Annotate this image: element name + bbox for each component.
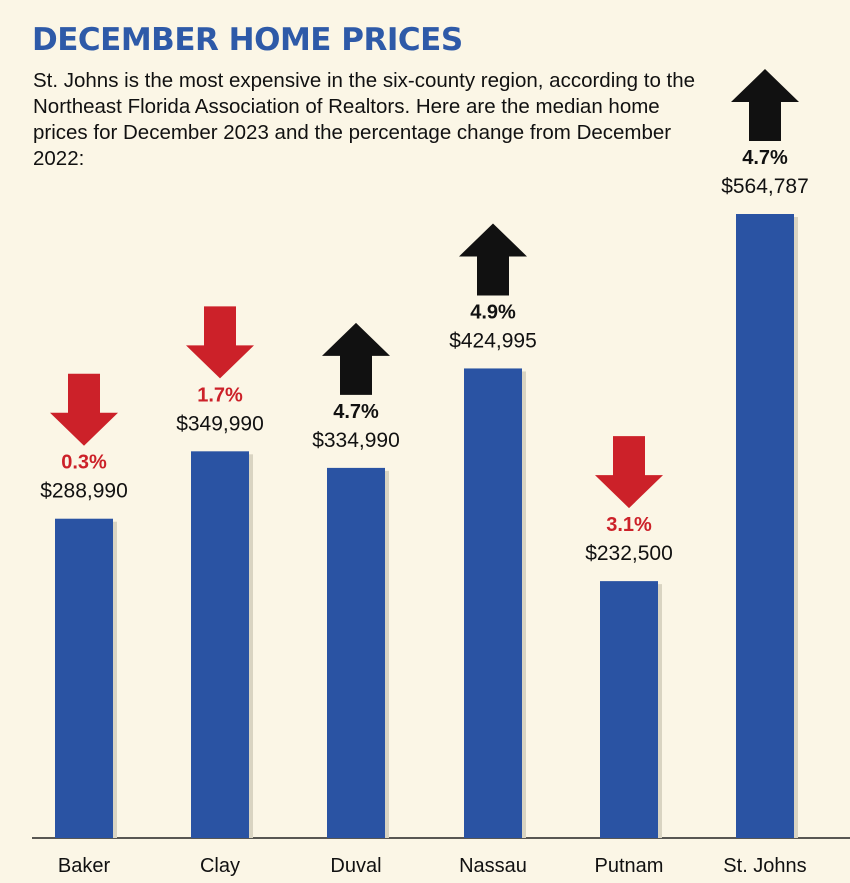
value-label-duval: $334,990 <box>312 429 400 452</box>
chart-subtitle: St. Johns is the most expensive in the s… <box>33 69 696 170</box>
arrow-up-icon-duval <box>322 322 390 395</box>
arrow-up-icon-st-johns <box>731 69 799 141</box>
change-label-st-johns: 4.7% <box>742 147 788 169</box>
category-label-putnam: Putnam <box>595 855 664 877</box>
bar-duval <box>327 467 385 838</box>
category-label-st-johns: St. Johns <box>723 855 806 877</box>
change-label-baker: 0.3% <box>61 452 107 474</box>
category-label-duval: Duval <box>330 855 381 877</box>
arrow-down-icon-clay <box>186 306 254 379</box>
bar-st-johns <box>736 214 794 838</box>
value-label-baker: $288,990 <box>40 480 128 503</box>
bar-nassau <box>464 368 522 838</box>
chart-title: DECEMBER HOME PRICES <box>32 22 463 58</box>
change-label-clay: 1.7% <box>197 384 243 406</box>
category-label-clay: Clay <box>200 855 240 877</box>
value-label-st-johns: $564,787 <box>721 175 809 198</box>
value-label-clay: $349,990 <box>176 412 264 435</box>
bar-putnam <box>600 581 658 838</box>
category-label-baker: Baker <box>58 855 111 877</box>
change-label-duval: 4.7% <box>333 401 379 423</box>
arrow-up-icon-nassau <box>459 223 527 296</box>
arrow-down-icon-baker <box>50 373 118 446</box>
change-label-nassau: 4.9% <box>470 301 516 323</box>
bar-clay <box>191 451 249 838</box>
arrow-down-icon-putnam <box>595 436 663 509</box>
value-label-putnam: $232,500 <box>585 542 673 565</box>
bar-baker <box>55 518 113 838</box>
category-label-nassau: Nassau <box>459 855 527 877</box>
value-label-nassau: $424,995 <box>449 329 537 352</box>
change-label-putnam: 3.1% <box>606 514 652 536</box>
